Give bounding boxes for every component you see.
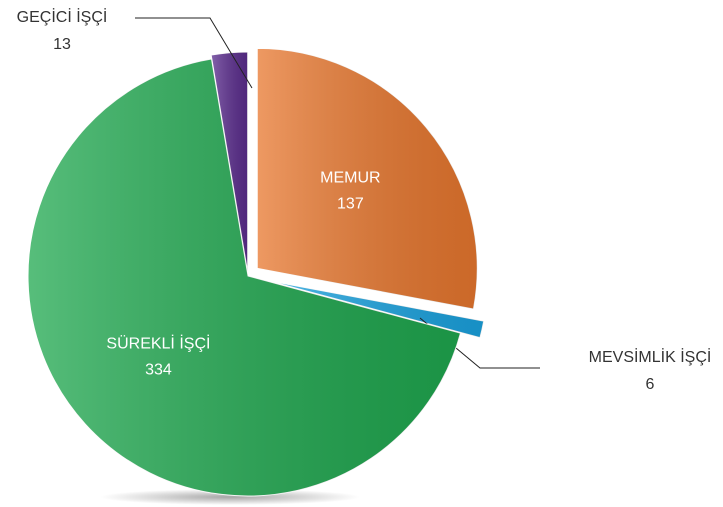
leader-line	[135, 17, 253, 89]
shadow	[100, 489, 360, 505]
slice-shine	[28, 59, 461, 496]
slice-value: 334	[145, 362, 172, 379]
slice-shine	[267, 280, 484, 338]
slice-value: 6	[646, 376, 655, 393]
slice-shine	[211, 52, 248, 273]
slice-label: SÜREKLİ İŞÇİ	[106, 334, 210, 353]
slice-shine	[257, 48, 478, 310]
slice-label: MEVSİMLİK İŞÇİ	[589, 347, 712, 366]
slice-label: MEMUR	[320, 169, 380, 186]
slice-label: GEÇİCİ İŞÇİ	[17, 7, 108, 26]
slice-value: 137	[337, 195, 364, 212]
slice-value: 13	[53, 36, 71, 53]
